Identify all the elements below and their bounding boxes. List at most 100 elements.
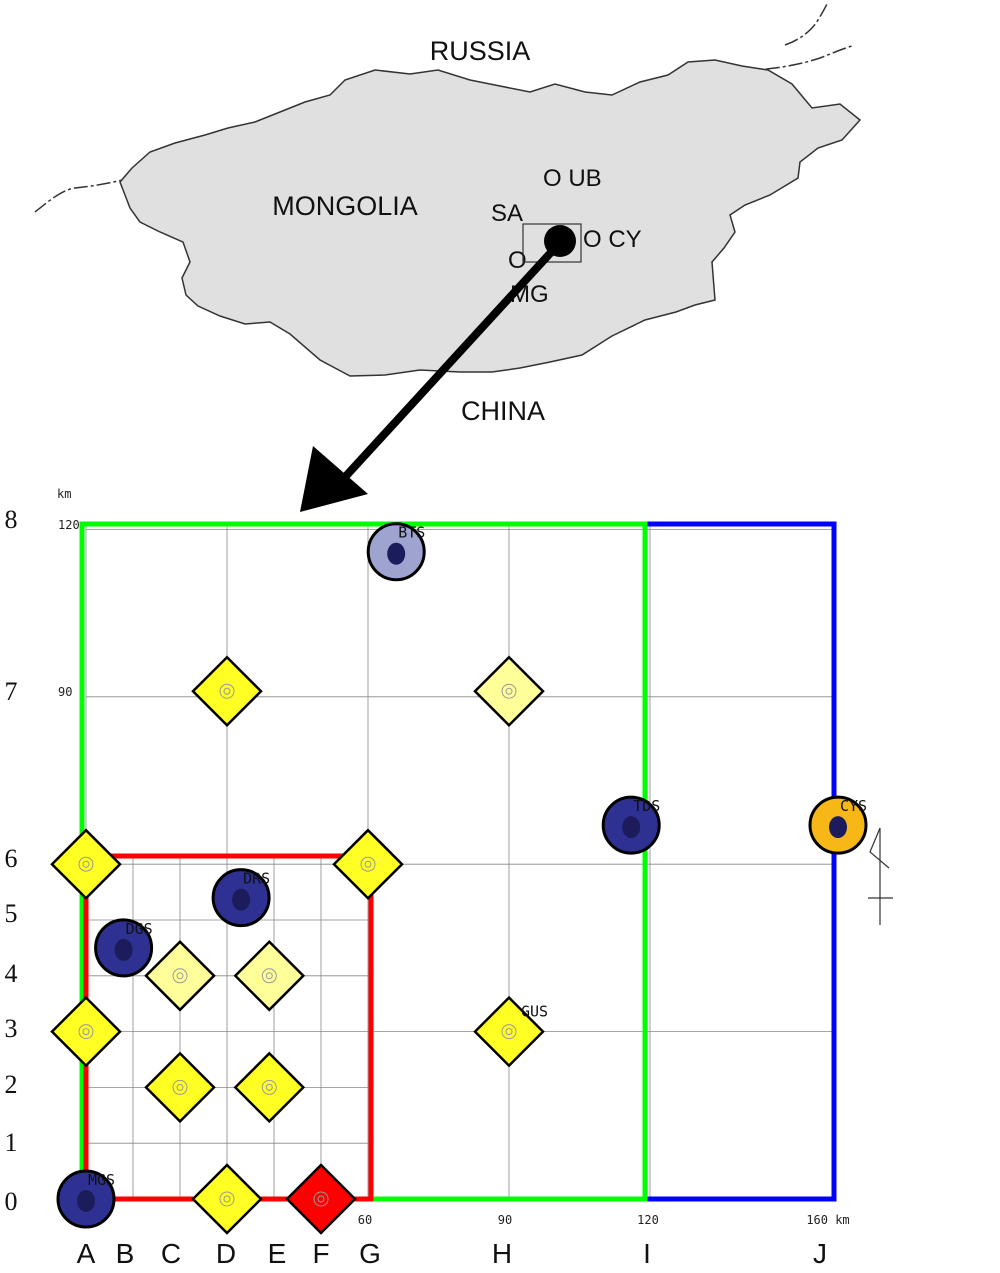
diamond-ring-outer	[261, 968, 277, 984]
station-diamond	[233, 1051, 306, 1124]
row-label: 2	[5, 1070, 18, 1099]
station-label: MGS	[88, 1171, 115, 1189]
x-tick-label: 60	[358, 1213, 372, 1227]
column-label: D	[216, 1238, 236, 1269]
diamond-ring-outer	[313, 1191, 329, 1207]
country-label: RUSSIA	[430, 36, 531, 66]
diamond-ring-inner	[223, 687, 231, 695]
country-label: CHINA	[461, 396, 545, 426]
place-label: O	[508, 247, 527, 274]
station-diamond	[285, 1163, 357, 1235]
diamond-marker	[473, 995, 545, 1068]
station-circle: MGS	[56, 1169, 116, 1229]
diamond-ring-inner	[505, 1028, 513, 1036]
diamond-marker	[332, 828, 404, 900]
station-diamond	[50, 995, 122, 1068]
station-label: BTS	[398, 524, 425, 542]
zoom-arrowhead	[300, 446, 368, 512]
column-label: J	[813, 1238, 827, 1269]
row-label: 4	[5, 959, 18, 988]
station-diamond: GUS	[473, 995, 548, 1068]
x-tick-label: 120	[637, 1213, 659, 1227]
km-unit-label: km	[57, 487, 71, 501]
mongolia-shape	[119, 59, 862, 377]
station-label: TDS	[633, 797, 660, 815]
diamond-marker	[144, 940, 216, 1012]
diamond-marker	[191, 655, 263, 727]
diamond-marker	[191, 1163, 263, 1235]
station-circle: DRS	[211, 868, 271, 928]
zoom-arrow-line	[332, 245, 558, 491]
diamond-ring-outer	[219, 1191, 235, 1207]
diamond-ring-inner	[176, 1083, 184, 1091]
station-diamond	[233, 940, 306, 1012]
diamond-ring-inner	[82, 1028, 90, 1036]
row-label: 3	[5, 1014, 18, 1043]
column-label: C	[161, 1238, 181, 1269]
y-tick-label: 90	[58, 685, 72, 699]
column-label: F	[312, 1238, 329, 1269]
y-tick-label: 120	[58, 518, 80, 532]
row-label: 0	[5, 1187, 18, 1216]
north-arrow	[868, 827, 893, 925]
place-label: O UB	[543, 165, 602, 192]
x-tick-label: 160 km	[806, 1213, 849, 1227]
station-circle: BTS	[366, 522, 426, 582]
column-label: G	[359, 1238, 381, 1269]
diamond-ring-outer	[78, 856, 94, 872]
study-area-box	[522, 223, 582, 263]
diamond-ring-outer	[172, 968, 188, 984]
station-diamond	[144, 1051, 216, 1124]
diamond-ring-inner	[265, 972, 273, 980]
diamond-ring-inner	[364, 860, 372, 868]
place-label: O CY	[583, 226, 642, 253]
diamond-ring-inner	[265, 1083, 273, 1091]
station-label: DRS	[243, 870, 270, 888]
diamond-ring-outer	[261, 1079, 277, 1095]
diamond-marker	[233, 940, 306, 1012]
diamond-marker	[233, 1051, 306, 1124]
diamond-marker	[144, 1051, 216, 1124]
row-label: 8	[5, 505, 18, 534]
diamond-marker	[50, 995, 122, 1068]
station-diamond	[50, 828, 122, 900]
diamond-ring-inner	[82, 860, 90, 868]
station-diamond	[332, 828, 404, 900]
row-label: 5	[5, 899, 18, 928]
station-core	[829, 816, 847, 839]
place-label: SA	[491, 200, 523, 227]
diamond-ring-outer	[219, 683, 235, 699]
diamond-ring-outer	[501, 683, 517, 699]
row-label: 1	[5, 1128, 18, 1157]
station-core	[387, 542, 406, 565]
station-circle: TDS	[601, 795, 661, 855]
station-core	[77, 1190, 95, 1212]
diamond-ring-inner	[176, 972, 184, 980]
station-diamond	[191, 1163, 263, 1235]
diamond-marker	[473, 655, 545, 727]
station-diamond	[473, 655, 545, 727]
diamond-ring-outer	[78, 1024, 94, 1040]
column-label: E	[268, 1238, 287, 1269]
diamond-ring-inner	[223, 1195, 231, 1203]
x-tick-label: 90	[498, 1213, 512, 1227]
diamond-label: GUS	[521, 1003, 548, 1021]
diamond-ring-inner	[317, 1195, 325, 1203]
station-core	[114, 938, 133, 961]
row-label: 6	[5, 844, 18, 873]
diamond-ring-outer	[501, 1024, 517, 1040]
column-label: H	[492, 1238, 512, 1269]
diamond-marker	[50, 828, 122, 900]
column-label: I	[643, 1238, 651, 1269]
station-core	[622, 816, 641, 839]
diamond-marker	[285, 1163, 357, 1235]
station-label: DGS	[126, 920, 153, 938]
country-label: MONGOLIA	[272, 191, 418, 221]
station-core	[232, 888, 251, 911]
diamond-ring-outer	[172, 1079, 188, 1095]
column-label: A	[77, 1238, 96, 1269]
